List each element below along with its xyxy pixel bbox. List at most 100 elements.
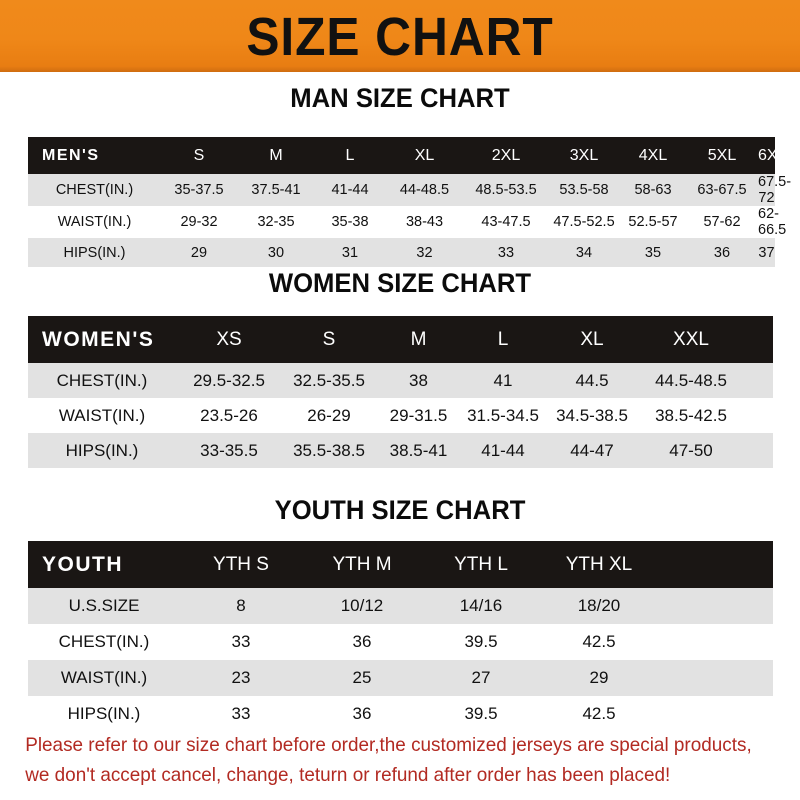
men-table-body: MEN'S S M L XL 2XL 3XL 4XL 5XL 6XL CHEST(IN.) 35-37… <box>28 137 791 267</box>
cell-value: 29-31.5 <box>389 405 448 425</box>
cell-spacer <box>658 696 773 732</box>
cell-value: 29 <box>190 244 208 261</box>
cell-value: 39.5 <box>464 632 498 651</box>
cell-value: 63-67.5 <box>697 182 747 198</box>
cell-value: 32-35 <box>257 214 295 230</box>
row-label: U.S.SIZE <box>68 596 140 615</box>
cell-value: 38.5-42.5 <box>655 405 727 425</box>
row-label: WAIST(IN.) <box>57 214 132 230</box>
row-label: HIPS(IN.) <box>63 244 126 261</box>
cell-value: 34 <box>575 244 593 261</box>
column-header-6: XXL <box>639 316 743 363</box>
cell-value: 27 <box>471 668 491 687</box>
table-header-row: YOUTH YTH S YTH M YTH L YTH XL <box>28 541 773 588</box>
table-row: CHEST(IN.) 35-37.5 37.5-41 41-44 44-48.5 48.5… <box>28 174 791 206</box>
cell-value: 37 <box>758 244 775 261</box>
cell-value: 53.5-58 <box>559 182 609 198</box>
column-header-spacer <box>658 541 773 588</box>
cell-value: 26-29 <box>307 405 351 425</box>
cell-value: 35-38 <box>331 214 369 230</box>
cell-value: 39.5 <box>464 704 498 723</box>
column-header-3: YTH L <box>422 541 540 588</box>
cell-value: 38.5-41 <box>389 440 448 460</box>
men-size-table: MEN'S S M L XL 2XL 3XL 4XL 5XL 6XL CHEST(IN.) 35-37… <box>28 137 791 267</box>
section-title-women: WOMEN SIZE CHART <box>268 268 532 298</box>
footer-note: Please refer to our size chart before or… <box>0 730 776 790</box>
column-header-2: S <box>282 316 376 363</box>
table-header-label: MEN'S <box>28 137 161 174</box>
cell-value: 33-35.5 <box>200 440 258 460</box>
cell-value: 44.5 <box>575 370 609 390</box>
cell-value: 47.5-52.5 <box>553 214 615 230</box>
cell-value: 35 <box>644 244 662 261</box>
row-label: HIPS(IN.) <box>67 704 141 723</box>
section-title-man: MAN SIZE CHART <box>290 83 510 113</box>
cell-value: 52.5-57 <box>628 214 678 230</box>
column-header-1: YTH S <box>180 541 302 588</box>
cell-value: 44-48.5 <box>399 182 450 198</box>
column-header-9: 6XL <box>758 137 786 174</box>
cell-spacer <box>658 660 773 696</box>
column-header-2: M <box>237 137 315 174</box>
table-row: HIPS(IN.) 29 30 31 32 33 34 35 36 37 <box>28 238 775 267</box>
table-row: CHEST(IN.) 29.5-32.5 32.5-35.5 38 41 44.5 44.5… <box>28 363 773 398</box>
cell-value: 30 <box>267 244 285 261</box>
cell-value: 23.5-26 <box>200 405 258 425</box>
cell-value: 62-66.5 <box>758 206 787 238</box>
women-table-body: WOMEN'S XS S M L XL XXL CHEST(IN.) 29.5-32.5 32.5… <box>28 316 773 468</box>
column-header-6: 3XL <box>548 137 620 174</box>
table-header-row: MEN'S S M L XL 2XL 3XL 4XL 5XL 6XL <box>28 137 786 174</box>
column-header-5: 2XL <box>464 137 548 174</box>
cell-spacer <box>743 398 773 433</box>
cell-value: 36 <box>352 704 372 723</box>
table-header-label: YOUTH <box>28 541 180 588</box>
cell-value: 36 <box>352 632 372 651</box>
cell-value: 29.5-32.5 <box>193 370 265 390</box>
cell-value: 36 <box>713 244 731 261</box>
footer-note-line-2: we don't accept cancel, change, teturn o… <box>25 764 671 786</box>
cell-value: 34.5-38.5 <box>556 405 628 425</box>
banner: SIZE CHART <box>0 0 800 72</box>
cell-value: 41 <box>493 370 513 390</box>
youth-table-body: YOUTH YTH S YTH M YTH L YTH XL U.S.SIZE 8 10/12… <box>28 541 773 732</box>
cell-value: 57-62 <box>703 214 741 230</box>
cell-spacer <box>743 363 773 398</box>
youth-size-table: YOUTH YTH S YTH M YTH L YTH XL U.S.SIZE 8 10/12… <box>28 541 773 732</box>
table-row: HIPS(IN.) 33 36 39.5 42.5 <box>28 696 773 732</box>
table-row: WAIST(IN.) 29-32 32-35 35-38 38-43 43-47.5 47.… <box>28 206 787 238</box>
row-label: CHEST(IN.) <box>58 632 150 651</box>
cell-value: 8 <box>236 596 246 615</box>
row-label: CHEST(IN.) <box>56 370 148 390</box>
row-label: HIPS(IN.) <box>65 440 139 460</box>
row-label: CHEST(IN.) <box>55 182 134 198</box>
column-header-7: 4XL <box>620 137 686 174</box>
table-row: WAIST(IN.) 23.5-26 26-29 29-31.5 31.5-34.5 34… <box>28 398 773 433</box>
table-header-label: WOMEN'S <box>28 316 176 363</box>
column-header-1: S <box>161 137 237 174</box>
cell-value: 41-44 <box>481 440 525 460</box>
women-size-table: WOMEN'S XS S M L XL XXL CHEST(IN.) 29.5-32.5 32.5… <box>28 316 773 468</box>
column-header-1: XS <box>176 316 282 363</box>
cell-value: 10/12 <box>340 596 384 615</box>
cell-value: 29-32 <box>180 214 218 230</box>
cell-spacer <box>658 588 773 624</box>
cell-value: 44.5-48.5 <box>655 370 727 390</box>
section-title-youth: YOUTH SIZE CHART <box>274 495 526 525</box>
column-header-4: YTH XL <box>540 541 658 588</box>
cell-value: 32.5-35.5 <box>293 370 365 390</box>
cell-value: 58-63 <box>634 182 672 198</box>
cell-value: 14/16 <box>459 596 503 615</box>
cell-value: 23 <box>231 668 251 687</box>
cell-value: 31.5-34.5 <box>467 405 539 425</box>
cell-value: 18/20 <box>577 596 621 615</box>
cell-value: 42.5 <box>582 704 616 723</box>
column-header-8: 5XL <box>686 137 758 174</box>
footer-note-line-1: Please refer to our size chart before or… <box>25 734 752 756</box>
cell-spacer <box>658 624 773 660</box>
column-header-4: XL <box>385 137 464 174</box>
cell-value: 44-47 <box>570 440 614 460</box>
page-title: SIZE CHART <box>246 7 554 67</box>
row-label: WAIST(IN.) <box>58 405 146 425</box>
column-header-3: M <box>376 316 461 363</box>
column-header-4: L <box>461 316 545 363</box>
